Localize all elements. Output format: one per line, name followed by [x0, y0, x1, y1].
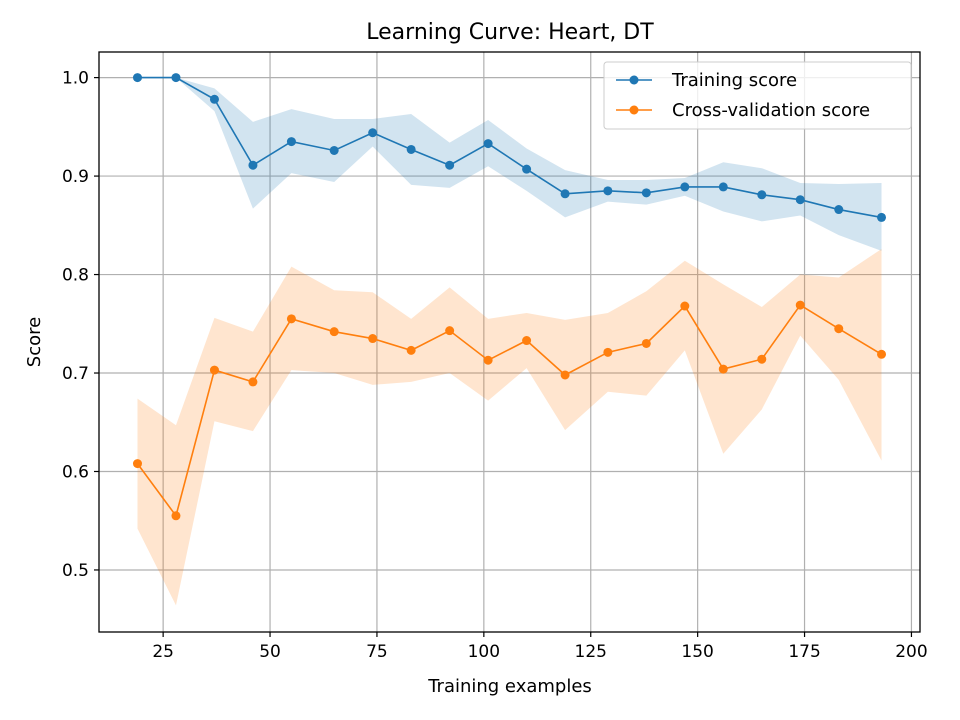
point-cv [522, 336, 532, 346]
x-tick-label: 75 [366, 642, 388, 662]
point-training [445, 160, 455, 170]
y-tick-label: 0.5 [62, 561, 89, 581]
point-training [718, 182, 728, 192]
confidence-bands [137, 77, 882, 606]
series-points [132, 73, 887, 521]
grid-lines [99, 52, 920, 632]
point-cv [641, 338, 651, 348]
point-cv [406, 345, 416, 355]
point-cv [445, 326, 455, 336]
x-tick-label: 50 [259, 642, 281, 662]
point-training [329, 145, 339, 155]
point-cv [680, 301, 690, 311]
point-cv [877, 349, 887, 359]
point-training [641, 188, 651, 198]
legend: Training score Cross-validation score [603, 61, 912, 130]
point-cv [757, 354, 767, 364]
point-training [171, 73, 181, 83]
point-cv [560, 370, 570, 380]
x-axis-label: Training examples [427, 676, 592, 697]
point-cv [718, 364, 728, 374]
point-training [132, 73, 142, 83]
point-training [834, 205, 844, 215]
point-training [209, 94, 219, 104]
point-training [795, 195, 805, 205]
point-training [406, 144, 416, 154]
point-cv [248, 377, 258, 387]
x-axis-ticks: 25 50 75 100 125 150 175 200 [152, 632, 928, 662]
point-training [603, 186, 613, 196]
point-training [522, 164, 532, 174]
legend-marker-training [629, 75, 639, 85]
x-tick-label: 25 [152, 642, 174, 662]
point-cv [209, 365, 219, 375]
point-training [877, 212, 887, 222]
band-training [137, 77, 882, 251]
point-cv [834, 324, 844, 334]
point-cv [483, 355, 493, 365]
point-cv [368, 334, 378, 344]
x-tick-label: 150 [681, 642, 713, 662]
point-cv [171, 511, 181, 521]
y-tick-label: 0.7 [62, 364, 89, 384]
point-cv [795, 300, 805, 310]
y-tick-label: 0.6 [62, 462, 89, 482]
y-axis-label: Score [24, 317, 45, 367]
y-tick-label: 0.8 [62, 266, 89, 286]
point-training [368, 128, 378, 138]
line-cv [136, 303, 882, 518]
point-training [248, 160, 258, 170]
line-training [137, 76, 882, 219]
point-cv [329, 327, 339, 337]
point-training [680, 182, 690, 192]
point-cv [286, 314, 296, 324]
y-tick-label: 0.9 [62, 167, 89, 187]
legend-label-cv: Cross-validation score [672, 100, 870, 121]
legend-marker-cv [629, 105, 639, 115]
chart-title: Learning Curve: Heart, DT [366, 20, 654, 45]
legend-label-training: Training score [671, 70, 797, 91]
x-tick-label: 200 [895, 642, 927, 662]
point-training [757, 190, 767, 200]
plot-frame [98, 51, 921, 633]
point-training [483, 139, 493, 149]
point-cv [132, 459, 142, 469]
point-training [286, 137, 296, 147]
x-tick-label: 175 [788, 642, 820, 662]
x-tick-label: 125 [575, 642, 607, 662]
band-cv [137, 248, 882, 606]
y-axis-ticks: 0.5 0.6 0.7 0.8 0.9 1.0 [62, 69, 99, 581]
legend-box [603, 61, 912, 130]
y-tick-label: 1.0 [62, 69, 89, 89]
point-cv [603, 347, 613, 357]
x-tick-label: 100 [468, 642, 500, 662]
series-lines [136, 76, 882, 518]
point-training [560, 189, 570, 199]
